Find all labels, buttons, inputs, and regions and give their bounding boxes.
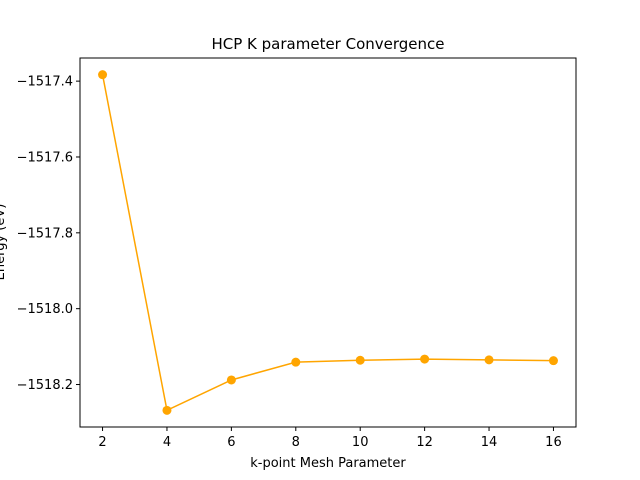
y-axis-label: Energy (eV) <box>0 204 8 281</box>
x-tick-label: 10 <box>352 435 369 450</box>
x-tick-label: 8 <box>292 435 300 450</box>
data-point <box>226 375 236 385</box>
x-tick-label: 6 <box>227 435 235 450</box>
y-tick-label: −1517.8 <box>17 226 73 241</box>
data-point <box>162 405 172 415</box>
x-axis-label: k-point Mesh Parameter <box>250 456 406 471</box>
x-tick-label: 16 <box>545 435 562 450</box>
x-tick-label: 14 <box>481 435 498 450</box>
data-point <box>355 355 365 365</box>
y-tick-label: −1517.6 <box>17 150 73 165</box>
x-tick-label: 2 <box>98 435 106 450</box>
y-tick-label: −1517.4 <box>17 75 73 90</box>
x-axis: 2 4 6 8 10 12 14 16 <box>98 427 562 450</box>
series-line <box>101 74 554 412</box>
y-tick-label: −1518.0 <box>17 302 73 317</box>
chart-title: HCP K parameter Convergence <box>211 35 444 53</box>
data-point <box>291 357 301 367</box>
data-point <box>484 355 494 365</box>
x-tick-label: 12 <box>416 435 433 450</box>
plot-area <box>79 57 577 428</box>
y-tick-label: −1518.2 <box>17 378 73 393</box>
series-layer <box>98 70 558 415</box>
data-point <box>420 354 430 364</box>
y-axis: −1517.4 −1517.6 −1517.8 −1518.0 −1518.2 <box>17 75 80 393</box>
data-point <box>548 356 558 366</box>
x-tick-label: 4 <box>163 435 171 450</box>
data-point <box>98 70 108 80</box>
